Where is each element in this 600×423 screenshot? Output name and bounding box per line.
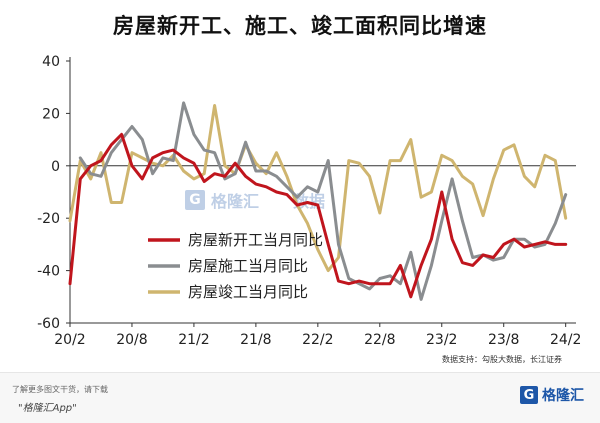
y-tick-label: -20 — [37, 211, 60, 227]
x-tick-label: 20/2 — [54, 332, 85, 348]
watermark: G 格隆汇 数据 — [185, 188, 325, 212]
watermark-brand: 格隆汇 — [211, 192, 260, 211]
brand-logo-icon: G — [520, 386, 538, 404]
brand-name: 格隆汇 — [542, 388, 584, 404]
footer-app-name: "格隆汇App" — [18, 403, 77, 414]
legend-label-1: 房屋施工当月同比 — [188, 257, 308, 275]
x-tick-label: 23/8 — [488, 332, 519, 348]
series-line-1 — [78, 101, 568, 301]
y-tick-label: 20 — [42, 106, 60, 122]
y-tick-label: 40 — [42, 54, 60, 70]
series-line-2 — [68, 104, 568, 273]
x-tick-label: 21/8 — [240, 332, 271, 348]
x-tick-label: 23/2 — [426, 332, 457, 348]
chart-frame: 房屋新开工、施工、竣工面积同比增速 G 格隆汇 数据 -60 -40 -20 0 20 4… — [37, 14, 582, 364]
x-tick-label: 22/2 — [302, 332, 333, 348]
series-line-0 — [68, 132, 568, 299]
y-tick-label: -60 — [37, 316, 60, 332]
line-chart: -60 -40 -20 0 20 40 20/2 20/8 21/2 21/8 22/2 22/8 23… — [37, 54, 581, 348]
y-tick-label: 0 — [51, 159, 60, 175]
footer-download-text: 了解更多图文干货，请下载 — [12, 385, 108, 394]
x-tick-label: 21/2 — [178, 332, 209, 348]
source-note: 数据支持：勾股大数据，长江证券 — [442, 355, 562, 364]
watermark-logo-icon: G — [185, 190, 205, 210]
legend-label-2: 房屋竣工当月同比 — [188, 283, 308, 301]
legend-label-0: 房屋新开工当月同比 — [188, 231, 323, 249]
footer-bar: 了解更多图文干货，请下载 "格隆汇App" G 格隆汇 — [0, 372, 600, 423]
y-tick-label: -40 — [37, 264, 60, 280]
x-tick-label: 24/2 — [550, 332, 581, 348]
x-tick-label: 22/8 — [364, 332, 395, 348]
x-tick-label: 20/8 — [116, 332, 147, 348]
footer-brand: G 格隆汇 — [520, 385, 584, 405]
chart-title: 房屋新开工、施工、竣工面积同比增速 — [113, 14, 487, 38]
